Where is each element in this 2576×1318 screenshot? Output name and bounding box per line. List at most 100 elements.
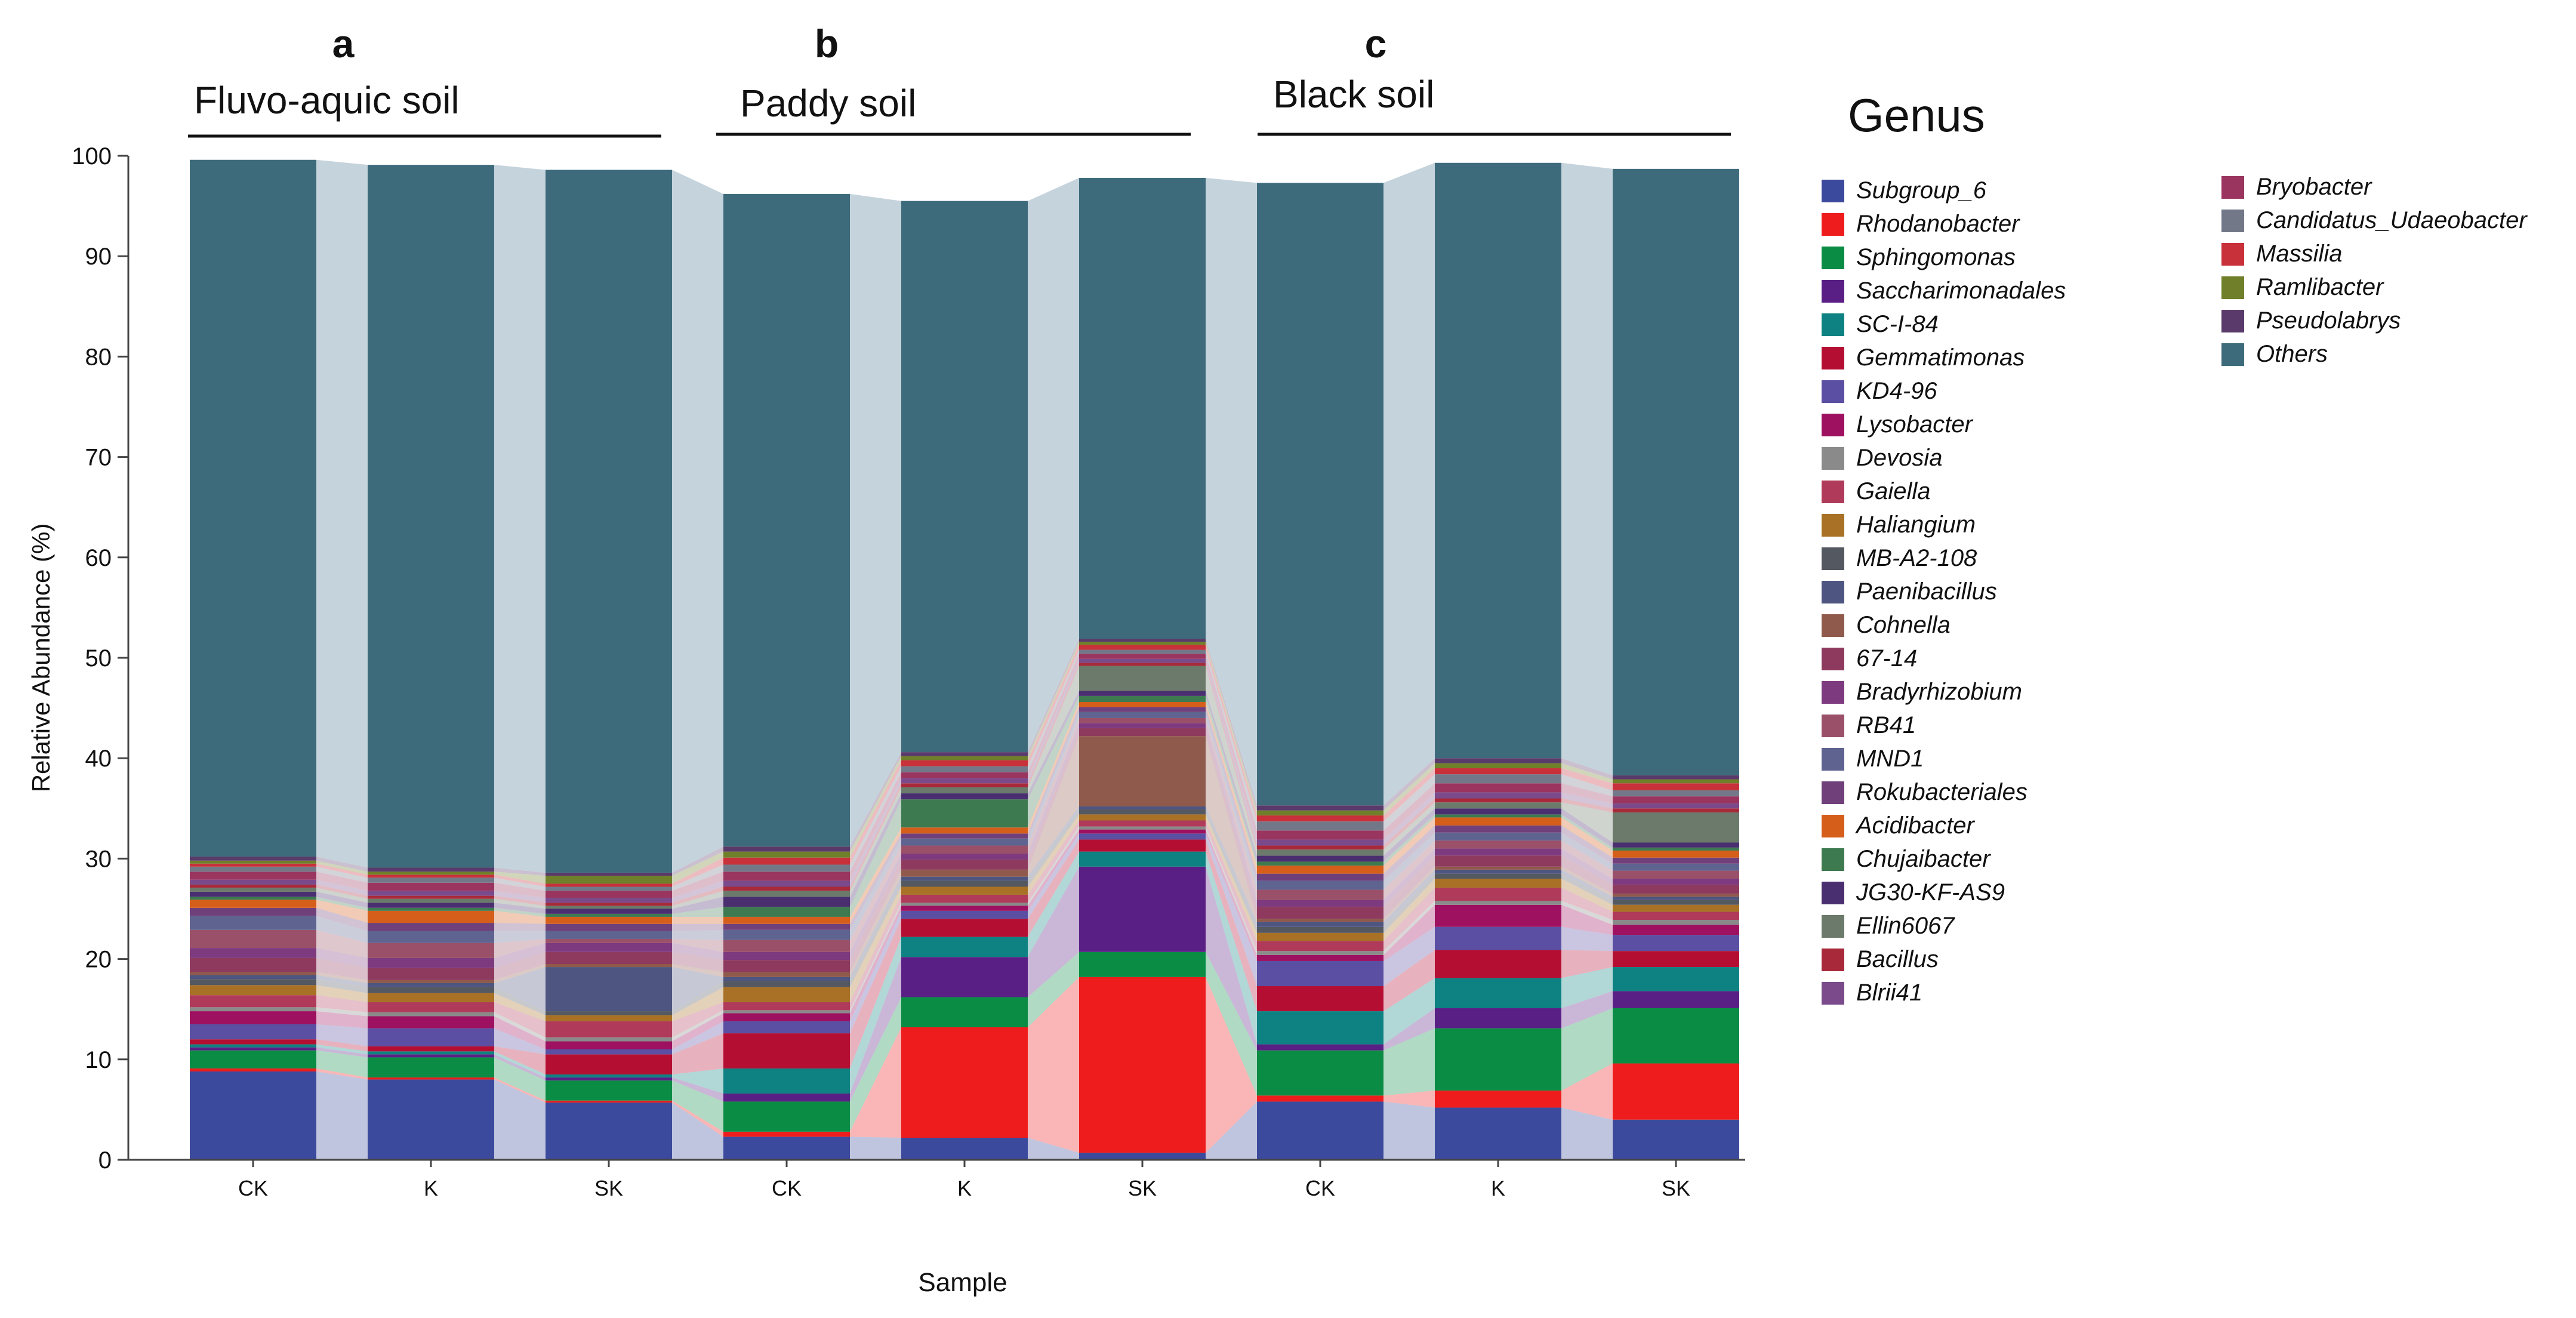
- bar-segment-subgroup-6-6: [1079, 1153, 1206, 1160]
- flow-sphingomonas-5: [1028, 951, 1079, 1027]
- bar-segment-rb41-2: [368, 943, 494, 958]
- bar-segment-saccharimonadales-4: [723, 1093, 850, 1102]
- bar-segment-others-4: [723, 193, 850, 847]
- bar-segment-kd4-96-6: [1079, 833, 1206, 840]
- bar-segment-mnd1-8: [1435, 832, 1561, 841]
- bar-segment-jg30-kf-as9-4: [723, 897, 850, 907]
- flow-67-14-4: [850, 860, 901, 972]
- flow-rokubacteriales-4: [850, 833, 901, 930]
- bar-segment-ramlibacter-9: [1613, 779, 1739, 784]
- flow-sphingomonas-2: [494, 1057, 546, 1101]
- flow-rb41-4: [850, 845, 901, 952]
- bar-segment-mnd1-3: [546, 931, 672, 939]
- legend-label-rokubacteriales: Rokubacteriales: [1856, 779, 2027, 805]
- bar-segment-gemmatimonas-4: [723, 1033, 850, 1068]
- flow-others-1: [316, 159, 368, 868]
- flow-haliangium-8: [1561, 879, 1613, 912]
- bar-segment-ramlibacter-3: [546, 875, 672, 884]
- flow-devosia-5: [1028, 826, 1079, 906]
- x-tick-label: CK: [238, 1176, 268, 1200]
- flow-others-3: [672, 170, 723, 873]
- legend-swatch-cohnella: [1822, 614, 1844, 637]
- flow-haliangium-3: [672, 987, 723, 1021]
- bar-segment-blrii41-5: [901, 778, 1028, 784]
- bar-segment-gemmatimonas-5: [901, 919, 1028, 937]
- flow-ellin6067-3: [672, 891, 723, 909]
- bar-segment-ellin6067-1: [190, 888, 316, 892]
- bar-segment-devosia-3: [546, 1037, 672, 1042]
- legend-swatch-others: [2221, 343, 2244, 366]
- flow-kd4-96-2: [494, 1028, 546, 1055]
- bar-segment-bacillus-4: [723, 886, 850, 891]
- bar-segment-paenibacillus-3: [546, 967, 672, 1012]
- bar-segment-bacillus-7: [1257, 845, 1383, 850]
- bar-segment-ramlibacter-2: [368, 872, 494, 875]
- flow-pseudolabrys-2: [494, 867, 546, 876]
- flow-67-14-7: [1383, 855, 1435, 919]
- bar-segment-kd4-96-9: [1613, 935, 1739, 951]
- bar-segment-others-3: [546, 170, 672, 873]
- bar-segment-paenibacillus-8: [1435, 869, 1561, 874]
- bar-segment-rokubacteriales-8: [1435, 825, 1561, 833]
- legend-label-rb41: RB41: [1856, 712, 1916, 738]
- flow-rhodanobacter-2: [494, 1077, 546, 1103]
- x-tick-label: CK: [772, 1176, 802, 1200]
- bar-segment-gaiella-7: [1257, 941, 1383, 951]
- bar-segment-jg30-kf-as9-5: [901, 793, 1028, 800]
- bar-segment-67-14-5: [901, 860, 1028, 870]
- flow-sphingomonas-6: [1206, 951, 1257, 1096]
- bar-segment-ramlibacter-7: [1257, 810, 1383, 816]
- bar-segment-saccharimonadales-7: [1257, 1044, 1383, 1051]
- legend-label-chujaibacter: Chujaibacter: [1856, 846, 1991, 872]
- bar-segment-mb-a2-108-4: [723, 981, 850, 987]
- y-tick-label: 40: [85, 746, 112, 772]
- flow-candidatus-udaeobacter-3: [672, 864, 723, 891]
- bar-segment-blrii41-7: [1257, 839, 1383, 846]
- flow-bryobacter-4: [850, 772, 901, 881]
- flow-subgroup-6-3: [672, 1103, 723, 1160]
- bar-segment-chujaibacter-7: [1257, 861, 1383, 866]
- bar-segment-jg30-kf-as9-2: [368, 903, 494, 908]
- bar-segment-sphingomonas-3: [546, 1080, 672, 1101]
- bar-segment-gemmatimonas-3: [546, 1054, 672, 1075]
- bar-segment-gemmatimonas-9: [1613, 951, 1739, 968]
- flow-paenibacillus-4: [850, 876, 901, 981]
- flow-mnd1-5: [1028, 712, 1079, 846]
- bar-segment-bacillus-2: [368, 895, 494, 899]
- flow-others-4: [850, 193, 901, 847]
- y-tick-label: 20: [85, 947, 112, 973]
- flow-devosia-4: [850, 903, 901, 1014]
- flow-rhodanobacter-7: [1383, 1090, 1435, 1108]
- bar-segment-subgroup-6-9: [1613, 1119, 1739, 1160]
- bar-segment-devosia-6: [1079, 826, 1206, 830]
- legend-label-bacillus: Bacillus: [1856, 946, 1939, 972]
- flow-bacillus-6: [1206, 663, 1257, 850]
- flow-mb-a2-108-2: [494, 987, 546, 1015]
- bar-segment-ellin6067-5: [901, 787, 1028, 794]
- flow-gaiella-1: [316, 995, 368, 1012]
- flow-pseudolabrys-1: [316, 857, 368, 872]
- bar-segment-ellin6067-2: [368, 898, 494, 903]
- bar-stacks: [190, 159, 1739, 1160]
- flow-rb41-3: [672, 938, 723, 952]
- bar-segment-mb-a2-108-7: [1257, 926, 1383, 933]
- bar-segment-devosia-7: [1257, 951, 1383, 955]
- y-tick-label: 80: [85, 344, 112, 370]
- legend-swatch-saccharimonadales: [1822, 280, 1844, 303]
- legend-label-sphingomonas: Sphingomonas: [1856, 244, 2016, 270]
- legend-label-jg30-kf-as9: JG30-KF-AS9: [1856, 879, 2005, 906]
- bar-segment-sphingomonas-6: [1079, 951, 1206, 977]
- flow-bradyrhizobium-5: [1028, 723, 1079, 860]
- bar-segment-mb-a2-108-5: [901, 880, 1028, 887]
- flow-paenibacillus-3: [672, 967, 723, 1012]
- bar-segment-rb41-3: [546, 938, 672, 943]
- bar-segment-lysobacter-6: [1079, 829, 1206, 834]
- bar-segment-rb41-8: [1435, 840, 1561, 849]
- bar-segment-chujaibacter-6: [1079, 695, 1206, 703]
- bar-segment-rokubacteriales-5: [901, 833, 1028, 839]
- bar-segment-massilia-6: [1079, 645, 1206, 650]
- flow-devosia-3: [672, 1010, 723, 1042]
- flow-sphingomonas-8: [1561, 1008, 1613, 1091]
- bar-segment-blrii41-8: [1435, 792, 1561, 799]
- flow-mb-a2-108-8: [1561, 873, 1613, 905]
